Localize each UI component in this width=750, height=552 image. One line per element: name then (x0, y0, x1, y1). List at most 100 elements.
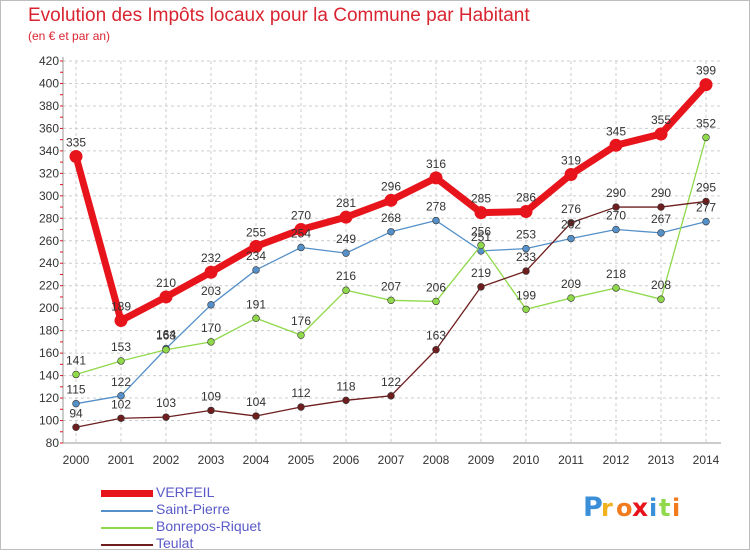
data-point-verfeil (654, 127, 668, 141)
y-tick-label: 340 (39, 144, 59, 158)
chart-title: Evolution des Impôts locaux pour la Comm… (28, 5, 530, 26)
svg-text:i: i (672, 494, 680, 522)
data-label-teulat: 104 (246, 395, 266, 409)
svg-text:i: i (649, 494, 657, 522)
data-point-teulat (252, 412, 260, 420)
legend-swatch (101, 490, 153, 497)
data-label-saint-pierre: 267 (651, 212, 671, 226)
data-point-bonrepos-riquet (72, 370, 80, 379)
data-point-teulat (342, 396, 350, 405)
data-label-teulat: 94 (69, 406, 83, 420)
data-point-teulat (117, 414, 125, 422)
data-point-teulat (432, 346, 440, 354)
data-point-bonrepos-riquet (162, 346, 170, 354)
x-tick-label: 2005 (288, 453, 315, 467)
legend-label: VERFEIL (156, 484, 215, 500)
y-tick-label: 200 (39, 301, 59, 315)
data-point-verfeil (384, 193, 398, 207)
data-label-saint-pierre: 277 (696, 201, 716, 215)
data-label-teulat: 290 (606, 186, 626, 200)
data-label-saint-pierre: 122 (111, 375, 131, 389)
data-label-bonrepos-riquet: 191 (246, 297, 266, 311)
data-point-saint-pierre (342, 249, 350, 257)
x-tick-label: 2008 (423, 453, 450, 467)
data-point-verfeil (69, 150, 83, 163)
data-label-teulat: 219 (471, 266, 491, 280)
y-tick-label: 260 (39, 234, 59, 248)
data-point-verfeil (249, 239, 263, 253)
y-tick-label: 140 (39, 369, 59, 383)
data-point-verfeil (159, 290, 173, 304)
data-label-verfeil: 355 (651, 113, 671, 127)
data-label-verfeil: 335 (66, 136, 86, 150)
data-label-teulat: 233 (516, 250, 536, 264)
data-label-bonrepos-riquet: 256 (471, 224, 491, 238)
data-label-teulat: 103 (156, 396, 176, 410)
y-tick-label: 420 (39, 54, 59, 68)
x-tick-label: 2014 (693, 453, 720, 467)
data-point-teulat (477, 283, 485, 291)
data-label-verfeil: 270 (291, 209, 311, 223)
data-label-teulat: 276 (561, 202, 581, 216)
data-point-verfeil (519, 205, 533, 219)
data-point-teulat (612, 203, 620, 211)
legend-label: Teulat (156, 535, 194, 551)
data-point-saint-pierre (387, 228, 395, 236)
data-label-saint-pierre: 251 (471, 230, 491, 244)
data-label-bonrepos-riquet: 153 (111, 340, 131, 354)
data-label-saint-pierre: 253 (516, 228, 536, 242)
data-label-verfeil: 319 (561, 153, 581, 167)
data-label-saint-pierre: 254 (291, 227, 311, 241)
x-tick-label: 2011 (558, 453, 584, 467)
data-label-bonrepos-riquet: 176 (291, 314, 311, 328)
data-point-saint-pierre (117, 392, 125, 400)
data-point-teulat (567, 219, 575, 227)
data-point-bonrepos-riquet (117, 357, 125, 365)
data-point-bonrepos-riquet (207, 338, 215, 346)
data-point-saint-pierre (567, 234, 575, 243)
y-tick-label: 380 (39, 99, 59, 113)
x-tick-label: 2010 (513, 453, 540, 467)
data-point-saint-pierre (702, 217, 710, 226)
y-tick-label: 360 (39, 121, 59, 135)
y-tick-label: 320 (39, 166, 59, 180)
y-tick-label: 120 (39, 391, 59, 405)
data-point-saint-pierre (522, 244, 530, 253)
data-point-bonrepos-riquet (612, 284, 620, 292)
data-point-verfeil (429, 171, 443, 185)
data-point-teulat (657, 203, 665, 211)
data-point-verfeil (294, 223, 308, 237)
y-tick-label: 280 (39, 211, 59, 225)
data-label-bonrepos-riquet: 199 (516, 288, 536, 302)
data-point-saint-pierre (252, 266, 260, 274)
x-tick-label: 2012 (603, 453, 630, 467)
data-point-verfeil (114, 314, 128, 328)
data-point-teulat (207, 406, 215, 415)
data-label-teulat: 122 (381, 375, 401, 389)
legend-swatch (101, 510, 153, 512)
y-tick-label: 300 (39, 189, 59, 203)
data-label-teulat: 290 (651, 186, 671, 200)
data-label-bonrepos-riquet: 163 (156, 329, 176, 343)
data-point-verfeil (204, 265, 218, 279)
svg-text:r: r (601, 494, 613, 522)
y-tick-label: 400 (39, 76, 59, 90)
x-tick-label: 2006 (333, 453, 360, 467)
data-point-teulat (297, 403, 305, 411)
data-label-teulat: 118 (336, 379, 355, 393)
data-point-saint-pierre (657, 229, 665, 237)
x-tick-label: 2007 (378, 453, 405, 467)
data-label-saint-pierre: 115 (66, 383, 85, 397)
svg-text:x: x (632, 493, 648, 522)
data-label-verfeil: 316 (426, 157, 446, 171)
data-label-bonrepos-riquet: 170 (201, 321, 221, 335)
legend-swatch (101, 544, 153, 546)
data-point-verfeil (474, 206, 488, 220)
data-point-verfeil (699, 78, 713, 92)
data-point-teulat (702, 197, 710, 206)
data-point-teulat (522, 267, 530, 275)
y-tick-label: 240 (39, 256, 59, 270)
data-label-bonrepos-riquet: 352 (696, 116, 716, 130)
data-point-bonrepos-riquet (477, 241, 485, 249)
